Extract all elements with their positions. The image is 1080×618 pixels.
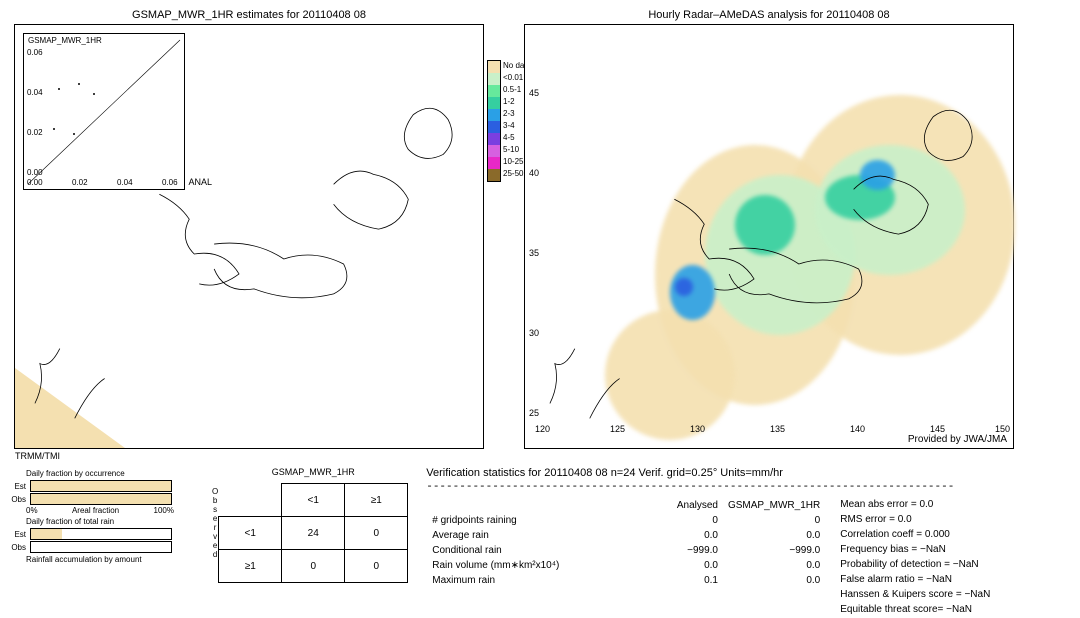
fractions-title-1: Daily fraction by occurrence (26, 469, 194, 478)
stats-metric-line: RMS error = 0.0 (840, 512, 990, 527)
bar-obs-1 (31, 494, 171, 504)
ct-col-header: <1 (282, 484, 345, 517)
ct-cell: 0 (345, 550, 408, 583)
areal-label: Areal fraction (72, 506, 119, 515)
obs-label: Obs (4, 495, 26, 504)
stats-metric-line: False alarm ratio = −NaN (840, 572, 990, 587)
right-map-panel: Hourly Radar–AMeDAS analysis for 2011040… (524, 24, 1014, 449)
verification-stats: Verification statistics for 20110408 08 … (426, 467, 1076, 617)
obs-label: Obs (4, 543, 26, 552)
stats-row-label: Maximum rain (428, 574, 642, 587)
stats-metric-line: Hanssen & Kuipers score = −NaN (840, 587, 990, 602)
ct-row-header: ≥1 (219, 550, 282, 583)
ct-cell: 24 (282, 517, 345, 550)
ct-col-header: ≥1 (345, 484, 408, 517)
stats-row-label: Average rain (428, 529, 642, 542)
stats-row-label: Rain volume (mm∗km²x10⁴) (428, 559, 642, 572)
inset-diagonal (24, 34, 184, 189)
ct-title: GSMAP_MWR_1HR (218, 467, 408, 477)
legend-swatch (488, 133, 500, 145)
legend-swatch (488, 85, 500, 97)
legend-swatch (488, 169, 500, 181)
stats-row-anal: 0.0 (644, 559, 722, 572)
stats-col-analysed: Analysed (644, 499, 722, 512)
ct-row-header: <1 (219, 517, 282, 550)
stats-row-model: 0.0 (724, 574, 824, 587)
stats-metric-line: Correlation coeff = 0.000 (840, 527, 990, 542)
inset-scatter: GSMAP_MWR_1HR 0.06 0.04 0.02 0.00 0.00 0… (23, 33, 185, 190)
rain-blob (675, 278, 693, 296)
bar-est-2 (31, 529, 62, 539)
legend-swatch (488, 145, 500, 157)
ct-cell: 0 (345, 517, 408, 550)
stats-metric-line: Equitable threat score= −NaN (840, 602, 990, 617)
legend-swatch (488, 61, 500, 73)
rain-blob (735, 195, 795, 255)
rain-blob (860, 160, 895, 190)
bar-est-1 (31, 481, 171, 491)
stats-row-anal: −999.0 (644, 544, 722, 557)
stats-row-model: −999.0 (724, 544, 824, 557)
stats-metrics: Mean abs error = 0.0RMS error = 0.0Corre… (840, 497, 990, 617)
right-panel-title: Hourly Radar–AMeDAS analysis for 2011040… (648, 9, 889, 21)
legend-swatch (488, 109, 500, 121)
stats-metric-line: Probability of detection = −NaN (840, 557, 990, 572)
ct-cell: 0 (282, 550, 345, 583)
stats-metric-line: Mean abs error = 0.0 (840, 497, 990, 512)
pct-100: 100% (154, 506, 174, 515)
legend-swatch (488, 97, 500, 109)
stats-row-anal: 0.1 (644, 574, 722, 587)
right-credit: Provided by JWA/JMA (908, 434, 1007, 445)
trmm-label: TRMM/TMI (15, 451, 60, 461)
nodata-wedge (15, 368, 125, 448)
stats-row-anal: 0.0 (644, 529, 722, 542)
stats-row-anal: 0 (644, 514, 722, 527)
stats-title: Verification statistics for 20110408 08 … (426, 467, 1076, 479)
stats-row-model: 0 (724, 514, 824, 527)
inset-anal-label: ANAL (188, 177, 212, 187)
stats-table: AnalysedGSMAP_MWR_1HR # gridpoints raini… (426, 497, 826, 589)
legend-swatch (488, 121, 500, 133)
rain-blob (605, 310, 735, 440)
est-label: Est (4, 530, 26, 539)
stats-row-model: 0.0 (724, 529, 824, 542)
stats-row-label: # gridpoints raining (428, 514, 642, 527)
fractions-title-2: Daily fraction of total rain (26, 517, 194, 526)
fraction-bars: Daily fraction by occurrence Est Obs 0% A… (4, 467, 194, 617)
legend-swatch (488, 73, 500, 85)
left-panel-title: GSMAP_MWR_1HR estimates for 20110408 08 (132, 9, 366, 21)
contingency-table: GSMAP_MWR_1HR <1≥1 <1240 ≥100 (218, 467, 408, 617)
left-map-panel: GSMAP_MWR_1HR estimates for 20110408 08 … (14, 24, 484, 449)
fractions-title-3: Rainfall accumulation by amount (26, 555, 194, 564)
stats-metric-line: Frequency bias = −NaN (840, 542, 990, 557)
est-label: Est (4, 482, 26, 491)
legend-swatch (488, 157, 500, 169)
pct-0: 0% (26, 506, 38, 515)
stats-row-label: Conditional rain (428, 544, 642, 557)
stats-dashline: ----------------------------------------… (426, 481, 1076, 493)
stats-col-model: GSMAP_MWR_1HR (724, 499, 824, 512)
stats-row-model: 0.0 (724, 559, 824, 572)
